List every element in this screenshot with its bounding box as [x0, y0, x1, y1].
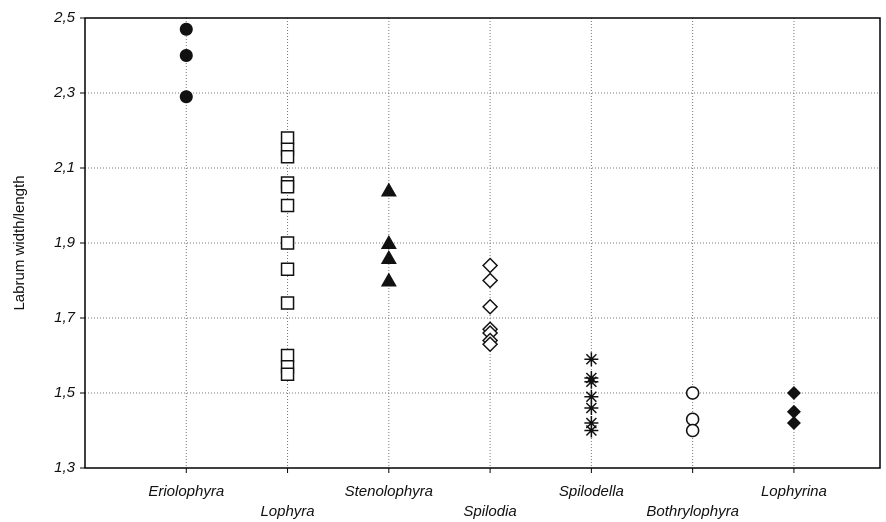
point [380, 250, 397, 264]
point [280, 131, 295, 145]
point [786, 404, 801, 419]
point [280, 180, 295, 194]
x-tick-label: Lophyrina [761, 483, 827, 500]
point [584, 389, 599, 404]
point [584, 374, 599, 389]
point [380, 235, 397, 249]
point [179, 90, 193, 104]
point [482, 298, 499, 315]
y-tick-label: 1,3 [54, 459, 76, 476]
point [380, 182, 397, 197]
x-tick-label: Stenolophyra [345, 483, 433, 500]
point [584, 423, 599, 438]
point [584, 352, 599, 367]
plot-frame [84, 17, 881, 469]
point [380, 272, 397, 287]
point [179, 22, 193, 36]
point [482, 336, 499, 353]
point [786, 386, 801, 400]
y-tick-label: 2,5 [53, 9, 76, 26]
point [280, 236, 295, 250]
y-tick-label: 1,7 [54, 309, 76, 326]
point [280, 150, 295, 164]
y-tick-label: 1,9 [54, 234, 76, 251]
y-tick-label: 2,1 [53, 159, 75, 176]
x-tick-label: Spilodella [559, 483, 624, 500]
point [584, 416, 599, 430]
y-tick-label: 2,3 [53, 84, 76, 101]
point [685, 386, 700, 400]
x-tick-label: Bothrylophyra [646, 503, 739, 520]
y-tick-label: 1,5 [54, 384, 76, 401]
point [179, 49, 193, 62]
y-axis-label: Labrum width/length [11, 175, 28, 310]
point [280, 198, 295, 213]
point [280, 367, 295, 381]
point [280, 262, 295, 276]
x-tick-label: Eriolophyra [148, 483, 224, 500]
point [786, 416, 801, 430]
point [280, 348, 295, 363]
point [685, 412, 700, 426]
point [280, 296, 295, 310]
x-tick-label: Lophyra [260, 503, 314, 520]
point [584, 401, 599, 415]
point [685, 423, 700, 438]
x-tick-label: Spilodia [463, 503, 516, 520]
point [482, 272, 499, 289]
point [482, 257, 499, 274]
